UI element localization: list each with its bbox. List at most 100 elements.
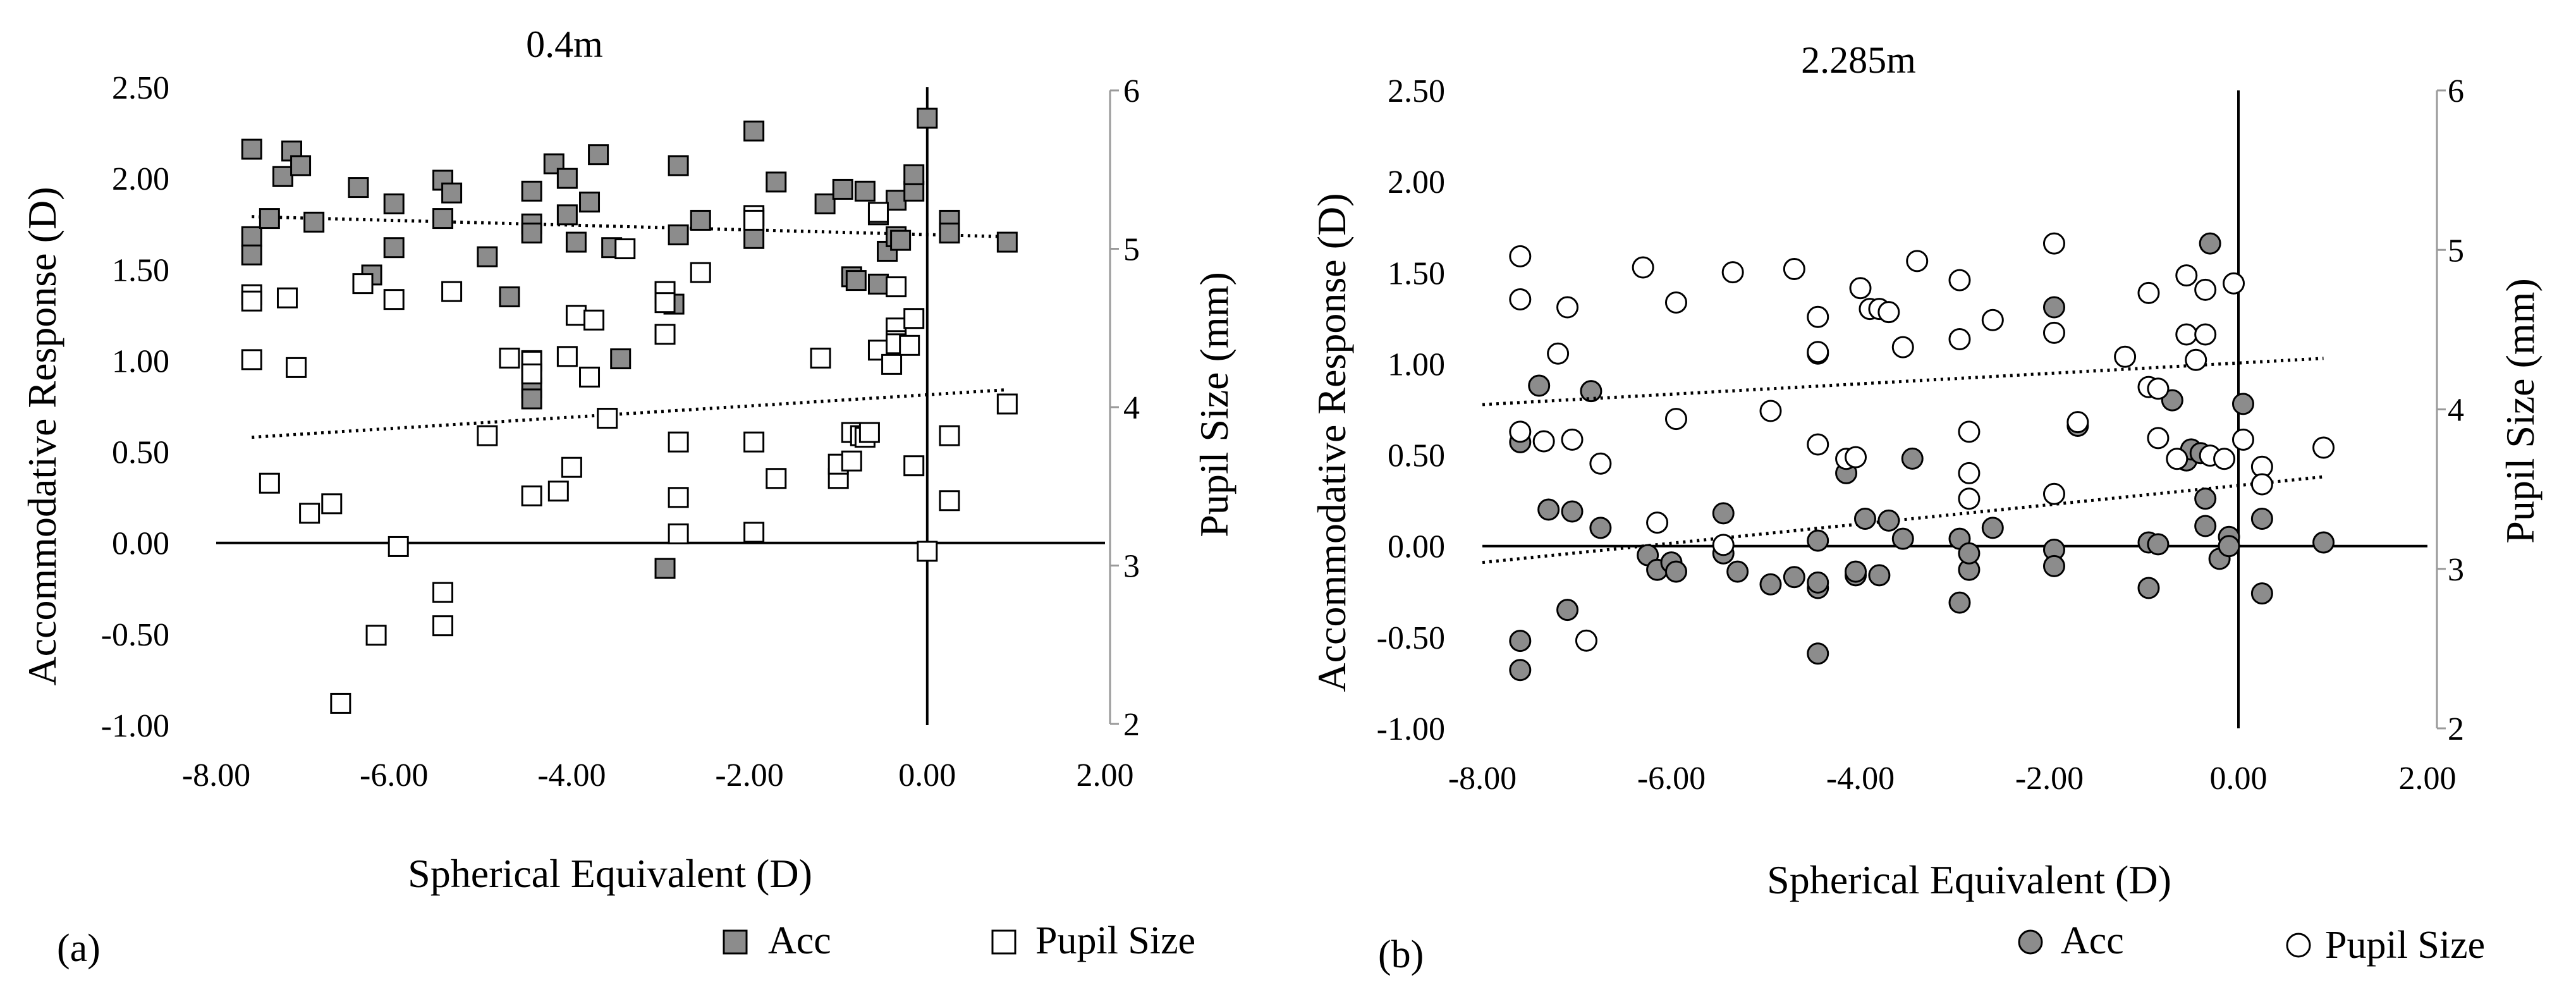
- legend-acc-label: Acc: [2061, 919, 2124, 962]
- acc-point: [1537, 498, 1560, 521]
- legend-acc-marker: [2018, 929, 2043, 955]
- pupil-size-point: [1958, 420, 1981, 443]
- x-tick-label: -6.00: [360, 757, 428, 793]
- pupil-size-point: [2147, 427, 2170, 450]
- acc-point: [383, 237, 405, 259]
- x-axis-label: Spherical Equivalent (D): [1767, 857, 2171, 902]
- pupil-size-point: [939, 425, 960, 446]
- acc-point: [2042, 296, 2065, 319]
- acc-point: [690, 209, 711, 231]
- y2-tick-label: 2: [2448, 711, 2464, 747]
- acc-point: [654, 558, 676, 579]
- pupil-size-point: [2137, 281, 2160, 304]
- pupil-size-point: [614, 238, 636, 259]
- y2-tick-label: 5: [2448, 233, 2464, 269]
- pupil-size-point: [2213, 448, 2236, 470]
- pupil-size-point: [1561, 428, 1584, 451]
- panel-a: 0.4m Accommodative Response (D) Pupil Si…: [20, 23, 1236, 970]
- chart-title: 0.4m: [526, 23, 603, 65]
- x-tick-label: 0.00: [898, 757, 956, 793]
- pupil-size-point: [383, 289, 405, 310]
- pupil-size-point: [2166, 448, 2188, 470]
- x-tick-label: 2.00: [2399, 761, 2457, 797]
- acc-point: [2194, 487, 2217, 510]
- acc-point: [556, 204, 578, 226]
- acc-point: [1580, 380, 1602, 403]
- x-tick-label: -6.00: [1637, 761, 1706, 797]
- acc-point: [917, 107, 938, 129]
- acc-point: [259, 208, 280, 230]
- acc-point: [1528, 374, 1551, 397]
- pupil-size-point: [654, 324, 676, 345]
- acc-point: [832, 178, 853, 200]
- acc-point: [521, 180, 542, 202]
- pupil-size-point: [1721, 261, 1744, 284]
- pupil-size-point: [241, 349, 262, 370]
- pupil-size-point: [996, 393, 1018, 415]
- pupil-size-point: [939, 490, 960, 511]
- x-tick-label: -8.00: [182, 757, 250, 793]
- acc-point: [2042, 554, 2065, 577]
- pupil-size-point: [1948, 269, 1971, 291]
- acc-point: [2250, 507, 2273, 530]
- pupil-size-point: [597, 408, 618, 429]
- pupil-size-trendline: [1482, 357, 2324, 407]
- pupil-size-point: [766, 468, 787, 489]
- acc-point: [996, 231, 1018, 253]
- acc-point: [766, 171, 787, 193]
- pupil-size-point: [1958, 487, 1981, 510]
- pupil-size-point: [1509, 288, 1532, 310]
- acc-point: [1807, 529, 1829, 552]
- pupil-size-point: [899, 334, 920, 356]
- pupil-size-point: [903, 308, 925, 329]
- acc-point: [1891, 527, 1914, 550]
- acc-point: [1958, 542, 1981, 565]
- acc-point: [543, 153, 565, 174]
- acc-point: [2312, 531, 2335, 554]
- acc-point: [1901, 447, 1924, 470]
- acc-point: [1509, 659, 1532, 682]
- acc-point: [290, 155, 312, 176]
- acc-point: [867, 273, 889, 295]
- x-tick-label: -4.00: [537, 757, 606, 793]
- legend-acc-label: Acc: [768, 919, 831, 962]
- x-tick-label: -2.00: [715, 757, 783, 793]
- y-tick-label: -0.50: [101, 617, 169, 653]
- acc-point: [845, 270, 867, 291]
- pupil-size-point: [1783, 258, 1805, 281]
- y-tick-label: 0.50: [112, 435, 169, 471]
- pupil-size-point: [259, 472, 280, 494]
- plot-area: 2 3 4 5 6 -1.00 -0.50 0.00 0.50 1.00 1.50 2.00 2.50 -…: [101, 70, 1140, 793]
- acc-point: [2137, 577, 2160, 599]
- y-tick-label: 2.00: [112, 161, 169, 197]
- y-tick-label: -0.50: [1377, 620, 1445, 656]
- pupil-size-point: [2042, 321, 2065, 344]
- y-axis-label: Accommodative Response (D): [20, 187, 64, 685]
- pupil-size-point: [2175, 264, 2198, 287]
- pupil-size-point: [867, 202, 889, 223]
- pupil-size-point: [286, 357, 307, 378]
- pupil-size-point: [1849, 277, 1872, 300]
- y-axis-label: Accommodative Response (D): [1309, 193, 1354, 692]
- pupil-size-point: [1891, 336, 1914, 358]
- x-tick-label: 0.00: [2210, 761, 2268, 797]
- acc-point: [241, 138, 262, 160]
- y2-tick-label: 3: [1123, 549, 1140, 585]
- acc-point: [1807, 642, 1829, 665]
- acc-point: [521, 388, 542, 410]
- pupil-size-point: [1664, 408, 1687, 431]
- legend-pupil-marker: [2286, 933, 2311, 958]
- pupil-size-point: [352, 273, 374, 295]
- acc-point: [432, 208, 454, 230]
- pupil-size-point: [668, 431, 689, 453]
- legend-pupil-marker: [991, 929, 1016, 955]
- pupil-size-point: [432, 615, 454, 637]
- plot-area: 2 3 4 5 6 -1.00 -0.50 0.00 0.50 1.00 1.50 2.00 2.50 -…: [1377, 73, 2464, 797]
- pupil-size-point: [241, 290, 262, 312]
- pupil-size-point: [1845, 446, 1867, 468]
- acc-trendline: [1482, 475, 2324, 565]
- acc-point: [1561, 500, 1584, 523]
- acc-point: [743, 120, 765, 142]
- acc-point: [1845, 560, 1867, 583]
